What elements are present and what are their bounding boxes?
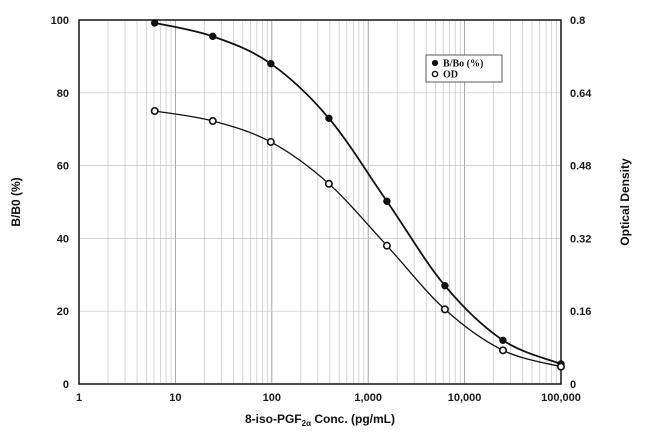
legend-label-od: OD: [443, 70, 458, 81]
legend-box: [425, 54, 503, 83]
y2-axis-title: Optical Density: [618, 158, 632, 246]
x-axis-title-rest: Conc. (pg/mL): [311, 412, 395, 426]
x-axis-title-subscript: 2α: [302, 419, 311, 428]
markers: [150, 19, 565, 371]
x-axis-title-main: 8-iso-PGF: [245, 412, 302, 426]
data-point-bbo: [383, 197, 391, 205]
y-axis-title: B/B0 (%): [9, 177, 23, 226]
y-tick-labels: 0 20 40 60 80 100: [51, 15, 69, 391]
y2-tick-label: 0.48: [570, 161, 591, 173]
legend-label-bbo: B/Bo (%): [443, 59, 483, 70]
y-tick-label: 60: [57, 161, 69, 173]
x-tick-label: 10,000: [448, 392, 482, 404]
x-tick-labels: 1 10 100 1,000 10,000 100,000: [76, 392, 581, 404]
legend-marker-od: [431, 70, 439, 78]
legend-marker-bbo: [431, 59, 439, 67]
x-tick-label: 100: [263, 392, 281, 404]
data-point-bbo: [267, 59, 275, 68]
data-point-bbo: [209, 32, 217, 41]
y2-tick-label: 0.16: [570, 306, 591, 318]
x-tick-label: 1: [76, 392, 82, 404]
data-point-od: [382, 241, 391, 250]
series-line-bbo: [154, 22, 562, 365]
data-point-od: [498, 346, 507, 355]
y-tick-label: 80: [57, 88, 69, 100]
curves: [154, 22, 562, 368]
plot-frame: [78, 19, 562, 385]
data-point-bbo: [325, 114, 333, 122]
data-point-bbo: [499, 336, 507, 345]
data-point-od: [556, 362, 565, 371]
y-tick-label: 20: [57, 306, 69, 318]
y-tick-label: 0: [63, 379, 69, 391]
y2-tick-label: 0.64: [570, 88, 592, 100]
data-point-bbo: [441, 282, 449, 290]
data-point-od: [324, 179, 333, 188]
data-point-od: [266, 137, 275, 146]
data-point-od: [208, 117, 217, 126]
data-point-bbo: [151, 19, 159, 27]
x-axis-title: 8-iso-PGF2α Conc. (pg/mL): [245, 412, 395, 428]
series-line-od: [154, 110, 562, 368]
y2-tick-label: 0: [570, 379, 576, 391]
y2-tick-label: 0.32: [570, 233, 591, 245]
data-point-od: [440, 305, 449, 314]
x-tick-label: 1,000: [354, 392, 382, 404]
y2-tick-labels: 0 0.16 0.32 0.48 0.64 0.8: [570, 15, 592, 391]
y-tick-label: 40: [57, 233, 69, 245]
x-tick-label: 10: [169, 392, 181, 404]
x-tick-label: 100,000: [541, 392, 581, 404]
legend: B/Bo (%) OD: [425, 54, 503, 83]
data-point-od: [150, 107, 159, 116]
y2-tick-label: 0.8: [570, 15, 585, 27]
y-tick-label: 100: [51, 15, 69, 27]
